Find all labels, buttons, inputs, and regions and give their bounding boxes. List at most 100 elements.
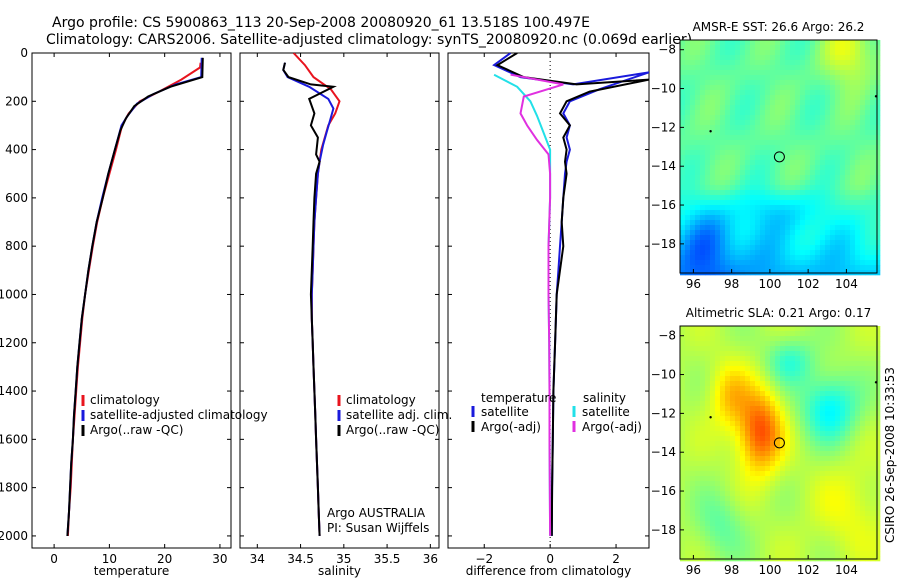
- heatmap-cell: [875, 461, 881, 467]
- heatmap-cell: [690, 165, 696, 171]
- heatmap-cell: [785, 180, 791, 186]
- x-tick-label: 96: [686, 277, 701, 291]
- heatmap-cell: [830, 416, 836, 422]
- heatmap-cell: [760, 140, 766, 146]
- heatmap-cell: [790, 456, 796, 462]
- heatmap-cell: [785, 501, 791, 507]
- heatmap-cell: [770, 421, 776, 427]
- heatmap-cell: [770, 431, 776, 437]
- heatmap-cell: [705, 170, 711, 176]
- heatmap-cell: [850, 376, 856, 382]
- heatmap-cell: [820, 551, 826, 557]
- heatmap-cell: [765, 511, 771, 517]
- heatmap-cell: [855, 546, 861, 552]
- heatmap-cell: [755, 356, 761, 362]
- heatmap-cell: [835, 416, 841, 422]
- heatmap-cell: [870, 55, 876, 61]
- heatmap-cell: [870, 496, 876, 502]
- heatmap-cell: [755, 110, 761, 116]
- heatmap-cell: [815, 431, 821, 437]
- heatmap-cell: [780, 215, 786, 221]
- heatmap-cell: [830, 516, 836, 522]
- heatmap-cell: [755, 516, 761, 522]
- x-axis-label: difference from climatology: [466, 564, 632, 578]
- heatmap-cell: [740, 426, 746, 432]
- heatmap-cell: [810, 466, 816, 472]
- heatmap-cell: [805, 421, 811, 427]
- heatmap-cell: [715, 230, 721, 236]
- heatmap-cell: [770, 130, 776, 136]
- heatmap-cell: [850, 441, 856, 447]
- heatmap-cell: [680, 85, 686, 91]
- heatmap-cell: [695, 140, 701, 146]
- heatmap-cell: [850, 185, 856, 191]
- heatmap-cell: [740, 531, 746, 537]
- heatmap-cell: [800, 531, 806, 537]
- heatmap-cell: [870, 240, 876, 246]
- heatmap-cell: [745, 220, 751, 226]
- heatmap-cell: [830, 50, 836, 56]
- heatmap-cell: [710, 140, 716, 146]
- heatmap-cell: [825, 235, 831, 241]
- heatmap-cell: [800, 386, 806, 392]
- heatmap-cell: [860, 125, 866, 131]
- heatmap-cell: [700, 215, 706, 221]
- heatmap-cell: [805, 110, 811, 116]
- heatmap-cell: [740, 50, 746, 56]
- heatmap-cell: [815, 70, 821, 76]
- heatmap-cell: [695, 421, 701, 427]
- heatmap-cell: [760, 210, 766, 216]
- heatmap-cell: [815, 341, 821, 347]
- heatmap-cell: [815, 225, 821, 231]
- heatmap-cell: [770, 496, 776, 502]
- x-tick-label: 96: [686, 563, 701, 577]
- heatmap-cell: [790, 90, 796, 96]
- heatmap-cell: [680, 215, 686, 221]
- heatmap-cell: [790, 336, 796, 342]
- heatmap-cell: [710, 546, 716, 552]
- heatmap-cell: [790, 245, 796, 251]
- heatmap-cell: [875, 451, 881, 457]
- heatmap-cell: [820, 120, 826, 126]
- heatmap-cell: [775, 476, 781, 482]
- heatmap-cell: [855, 215, 861, 221]
- heatmap-cell: [870, 250, 876, 256]
- heatmap-cell: [850, 125, 856, 131]
- heatmap-cell: [755, 466, 761, 472]
- heatmap-cell: [705, 50, 711, 56]
- heatmap-cell: [870, 120, 876, 126]
- heatmap-cell: [700, 245, 706, 251]
- heatmap-cell: [795, 361, 801, 367]
- heatmap-cell: [805, 331, 811, 337]
- heatmap-cell: [865, 75, 871, 81]
- heatmap-cell: [760, 175, 766, 181]
- heatmap-cell: [705, 255, 711, 261]
- heatmap-cell: [860, 531, 866, 537]
- heatmap-cell: [745, 55, 751, 61]
- y-tick-label: −14: [651, 159, 676, 173]
- heatmap-cell: [720, 331, 726, 337]
- heatmap-cell: [840, 215, 846, 221]
- heatmap-cell: [705, 60, 711, 66]
- heatmap-cell: [785, 60, 791, 66]
- heatmap-cell: [740, 75, 746, 81]
- heatmap-cell: [720, 120, 726, 126]
- heatmap-cell: [800, 115, 806, 121]
- heatmap-cell: [775, 90, 781, 96]
- legend-label: satellite: [481, 405, 529, 419]
- heatmap-cell: [735, 331, 741, 337]
- heatmap-cell: [785, 386, 791, 392]
- heatmap-cell: [760, 536, 766, 542]
- heatmap-cell: [725, 386, 731, 392]
- heatmap-cell: [755, 536, 761, 542]
- heatmap-cell: [860, 240, 866, 246]
- heatmap-cell: [760, 165, 766, 171]
- heatmap-cell: [730, 516, 736, 522]
- heatmap-cell: [750, 50, 756, 56]
- heatmap-cell: [730, 521, 736, 527]
- heatmap-cell: [805, 240, 811, 246]
- heatmap-cell: [845, 195, 851, 201]
- heatmap-cell: [870, 215, 876, 221]
- heatmap-cell: [835, 396, 841, 402]
- heatmap-cell: [790, 205, 796, 211]
